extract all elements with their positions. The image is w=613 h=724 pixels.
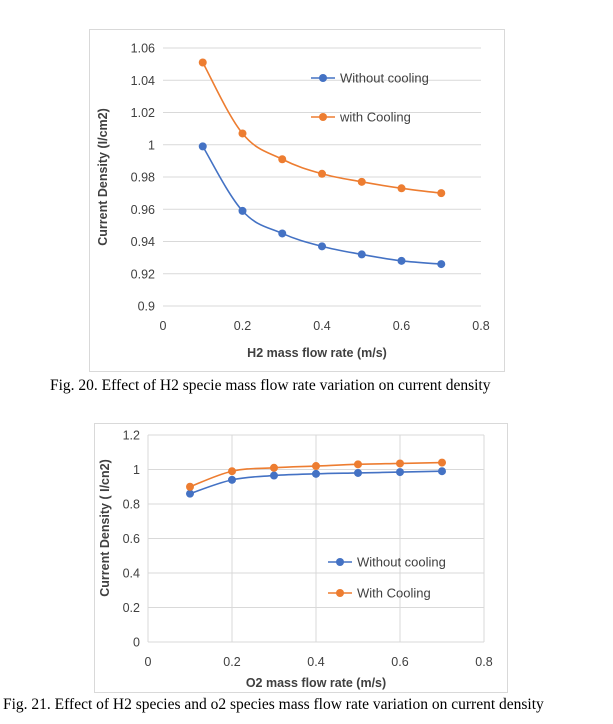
chart2-series-1-point bbox=[228, 475, 236, 484]
figure-21-caption: Fig. 21. Effect of H2 species and o2 spe… bbox=[3, 696, 544, 713]
chart1-series-1-point bbox=[238, 206, 247, 215]
chart-2-svg: 0 0.2 0.4 0.6 0.8 1 1.2 0 0.2 0.4 0.6 0.8 O2 mass fl… bbox=[98, 429, 493, 691]
chart2-x-tick-label: 0.8 bbox=[475, 655, 492, 669]
chart2-x-tick-label: 0 bbox=[145, 655, 152, 669]
chart2-legend-marker-1 bbox=[336, 558, 344, 566]
chart2-series-1-point bbox=[396, 468, 404, 477]
chart1-y-tick-label: 1 bbox=[148, 138, 155, 152]
chart2-series-2-point bbox=[438, 458, 446, 467]
chart1-series-2-point bbox=[397, 184, 406, 193]
chart1-series-1-point bbox=[397, 256, 406, 265]
chart2-series-2-point bbox=[354, 460, 362, 469]
chart2-y-tick-label: 0 bbox=[133, 636, 140, 650]
figure-20-caption: Fig. 20. Effect of H2 specie mass flow r… bbox=[50, 377, 491, 394]
chart2-series-1-point bbox=[270, 471, 278, 480]
chart2-y-tick-label: 0.8 bbox=[123, 498, 140, 512]
chart2-series-1 bbox=[186, 467, 446, 498]
chart1-legend-label-2: with Cooling bbox=[339, 110, 411, 125]
chart2-series-1-point bbox=[354, 468, 362, 477]
chart-1: 0.9 0.92 0.94 0.96 0.98 1 1.02 1.04 1.06 0 0.2 0.4 0… bbox=[89, 29, 505, 372]
chart1-x-tick-label: 0 bbox=[160, 319, 167, 333]
chart1-series-1-point bbox=[278, 229, 287, 238]
chart2-series-2-point bbox=[312, 462, 320, 471]
chart1-series-1-point bbox=[318, 242, 326, 251]
chart1-legend-marker-1 bbox=[319, 74, 327, 82]
chart1-series-1-point bbox=[357, 250, 366, 259]
chart2-series-2-point bbox=[396, 459, 404, 468]
chart1-y-tick-label: 0.92 bbox=[131, 267, 155, 281]
chart2-series-2 bbox=[186, 458, 446, 491]
chart1-y-axis-title: Current Density (I/cm2) bbox=[96, 108, 110, 246]
chart2-series-2-point bbox=[228, 467, 236, 476]
chart2-x-tick-label: 0.4 bbox=[307, 655, 324, 669]
chart2-series-1-point bbox=[186, 489, 194, 498]
chart2-series-2-point bbox=[186, 482, 194, 491]
chart1-x-tick-label: 0.6 bbox=[393, 319, 410, 333]
chart1-series-2-point bbox=[238, 129, 247, 138]
chart2-y-tick-label: 1.2 bbox=[123, 429, 140, 443]
chart1-series-2-point bbox=[198, 58, 207, 67]
chart2-y-tick-label: 0.2 bbox=[123, 601, 140, 615]
chart1-series-2-point bbox=[437, 189, 446, 198]
chart2-legend-label-2: With Cooling bbox=[357, 586, 431, 601]
chart2-series-1-point bbox=[438, 467, 446, 476]
chart1-series-1-point bbox=[198, 142, 207, 151]
chart2-x-tick-label: 0.6 bbox=[391, 655, 408, 669]
chart1-x-tick-label: 0.4 bbox=[313, 319, 330, 333]
chart2-y-tick-label: 0.6 bbox=[123, 532, 140, 546]
chart2-legend-label-1: Without cooling bbox=[357, 555, 446, 570]
chart2-y-axis-title: Current Density ( I/cn2) bbox=[98, 459, 112, 597]
chart1-series-2 bbox=[198, 58, 446, 198]
chart1-legend-marker-2 bbox=[319, 113, 327, 121]
chart1-y-tick-label: 0.96 bbox=[131, 203, 155, 217]
chart1-y-tick-label: 1.06 bbox=[131, 42, 155, 56]
chart-2: 0 0.2 0.4 0.6 0.8 1 1.2 0 0.2 0.4 0.6 0.8 O2 mass fl… bbox=[94, 423, 508, 693]
chart2-legend-marker-2 bbox=[336, 589, 344, 597]
chart2-y-tick-label: 0.4 bbox=[123, 567, 140, 581]
chart1-series-2-point bbox=[318, 169, 326, 178]
chart1-y-tick-label: 1.02 bbox=[131, 106, 155, 120]
chart1-series-1 bbox=[198, 142, 446, 269]
chart2-series-2-point bbox=[270, 463, 278, 472]
chart1-x-axis-title: H2 mass flow rate (m/s) bbox=[247, 346, 387, 360]
chart1-series-2-point bbox=[357, 177, 366, 186]
chart-1-svg: 0.9 0.92 0.94 0.96 0.98 1 1.02 1.04 1.06 0 0.2 0.4 0… bbox=[96, 42, 490, 361]
chart1-y-tick-label: 1.04 bbox=[131, 74, 155, 88]
chart2-series-1-point bbox=[312, 469, 320, 478]
chart1-y-tick-label: 0.9 bbox=[138, 300, 155, 314]
chart1-x-tick-label: 0.8 bbox=[472, 319, 489, 333]
chart1-legend-label-1: Without cooling bbox=[340, 71, 429, 86]
chart2-x-tick-label: 0.2 bbox=[223, 655, 240, 669]
chart2-x-axis-title: O2 mass flow rate (m/s) bbox=[246, 676, 386, 690]
chart1-x-tick-label: 0.2 bbox=[234, 319, 251, 333]
chart1-series-2-point bbox=[278, 155, 287, 164]
chart1-y-tick-label: 0.98 bbox=[131, 171, 155, 185]
chart1-y-tick-label: 0.94 bbox=[131, 235, 155, 249]
chart1-series-1-point bbox=[437, 260, 446, 269]
chart2-y-tick-label: 1 bbox=[133, 463, 140, 477]
